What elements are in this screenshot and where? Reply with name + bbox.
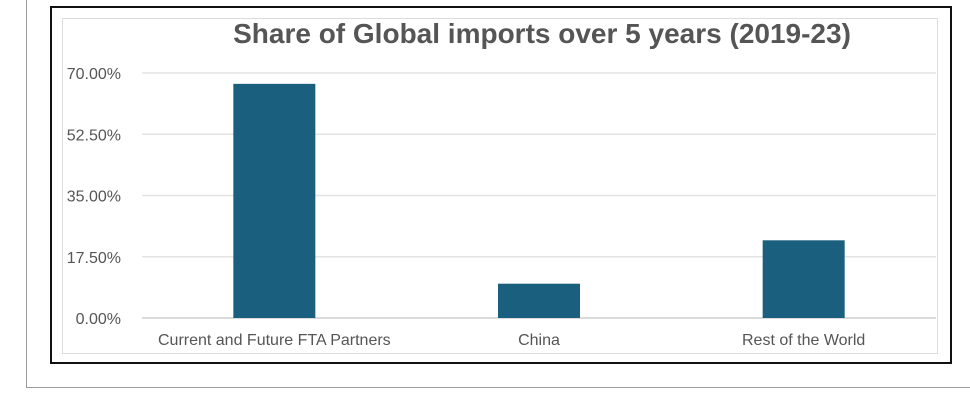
x-tick-label: Rest of the World (742, 332, 865, 349)
chart-title: Share of Global imports over 5 years (20… (233, 18, 851, 49)
y-tick-label: 70.00% (67, 66, 121, 83)
bar (498, 283, 580, 318)
y-tick-label: 35.00% (67, 189, 121, 206)
x-tick-label: Current and Future FTA Partners (158, 332, 391, 349)
plot-area (62, 18, 938, 354)
y-tick-label: 52.50% (67, 127, 121, 144)
y-tick-label: 17.50% (67, 250, 121, 267)
x-tick-label: China (518, 332, 560, 349)
bar (233, 83, 316, 318)
bar (762, 240, 845, 318)
y-tick-label: 0.00% (76, 311, 121, 328)
